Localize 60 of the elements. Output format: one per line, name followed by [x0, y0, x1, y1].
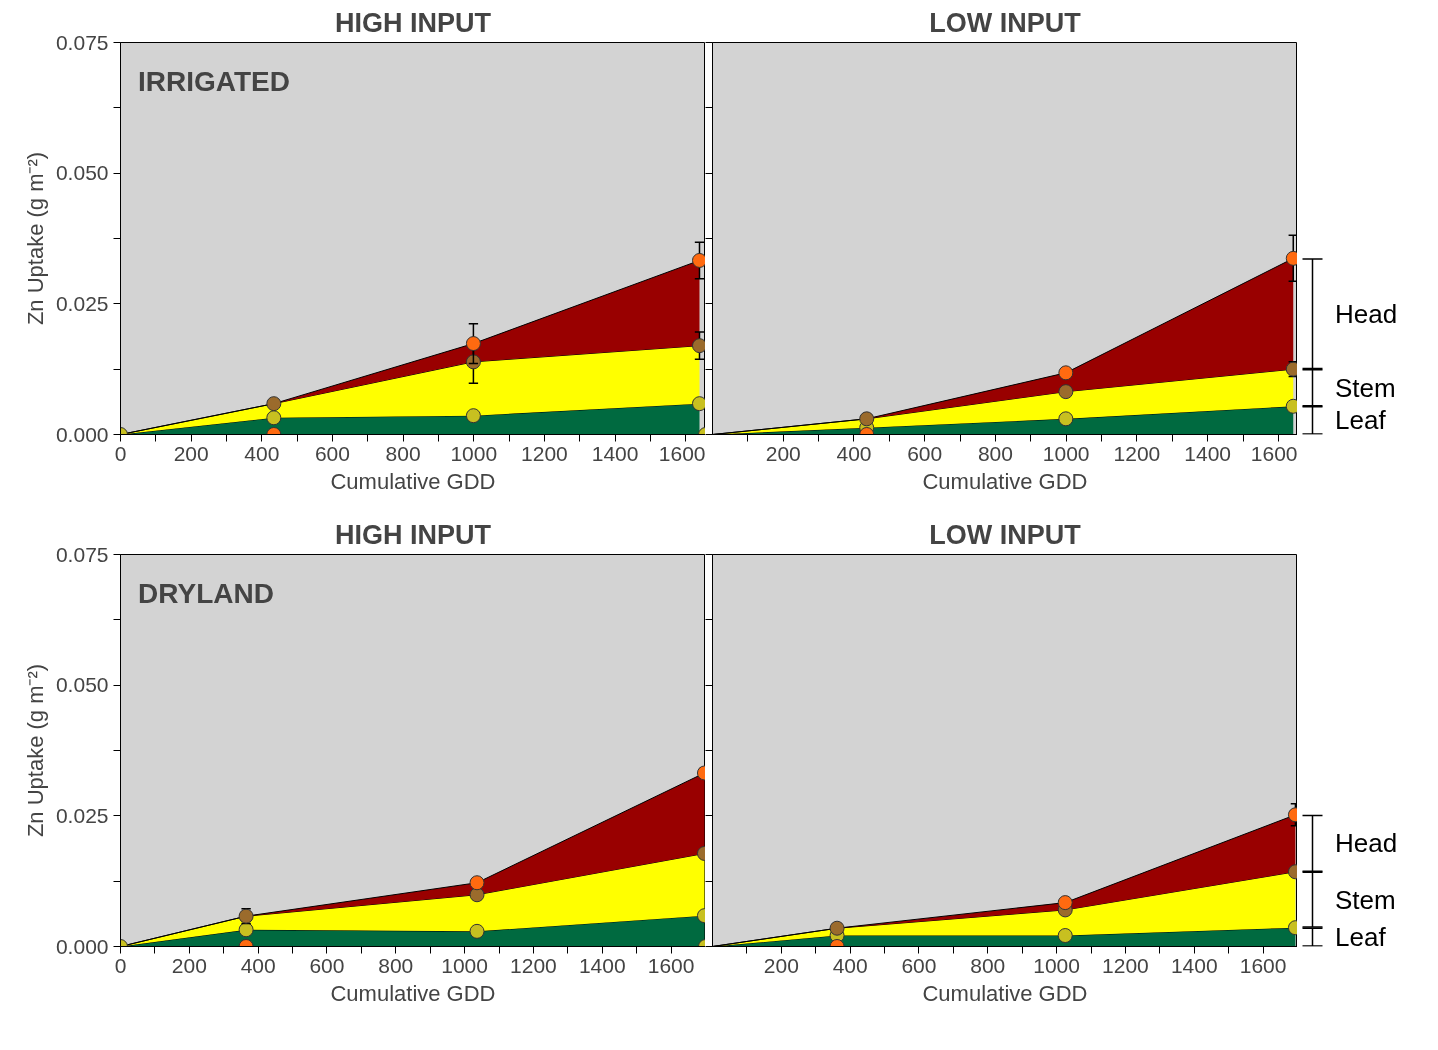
y-tick-label: 0.050	[55, 673, 109, 697]
x-tick-label: 200	[763, 953, 799, 977]
y-tick-label: 0.050	[55, 161, 109, 185]
annotation: DRYLAND	[138, 578, 274, 610]
y-axis-title: Zn Uptake (g m⁻²)	[22, 663, 48, 838]
y-tick-label: 0.075	[55, 542, 109, 566]
annotation: IRRIGATED	[138, 66, 290, 98]
x-axis-title: Cumulative GDD	[330, 980, 496, 1006]
x-tick-label: 600	[901, 953, 937, 977]
x-tick-label: 800	[378, 953, 414, 977]
x-tick-label: 1600	[1239, 953, 1287, 977]
y-tick-label: 0.025	[55, 803, 109, 827]
x-tick-label: 400	[244, 441, 280, 465]
series-label: Head	[1335, 298, 1398, 329]
y-tick-label: 0.025	[55, 291, 109, 315]
y-tick-label: 0.000	[55, 422, 109, 446]
x-tick-label: 0	[114, 953, 127, 977]
x-tick-label: 400	[836, 441, 872, 465]
x-tick-label: 1400	[578, 953, 626, 977]
y-tick-label: 0.075	[55, 30, 109, 54]
legend-label: Head	[1335, 828, 1398, 859]
x-tick-label: 1000	[450, 441, 498, 465]
x-tick-label: 1000	[441, 953, 488, 977]
x-tick-label: 1600	[658, 441, 706, 465]
x-axis-title: Cumulative GDD	[922, 468, 1088, 494]
legend-label: Stem	[1335, 884, 1396, 915]
x-tick-label: 1400	[591, 441, 639, 465]
legend-label: Stem	[1335, 372, 1396, 403]
x-tick-label: 400	[832, 953, 868, 977]
chart-title: LOW INPUT	[929, 519, 1082, 550]
x-tick-label: 1200	[1102, 953, 1149, 977]
chart-title: HIGH INPUT	[335, 7, 492, 38]
legend-label: Leaf	[1335, 922, 1387, 953]
x-tick-label: 1000	[1033, 953, 1080, 977]
x-tick-label: 400	[240, 953, 276, 977]
x-tick-label: 200	[171, 953, 207, 977]
x-tick-label: 800	[385, 441, 421, 465]
x-tick-label: 200	[173, 441, 209, 465]
x-tick-label: 1200	[521, 441, 568, 465]
chart-title: HIGH INPUT	[335, 519, 492, 550]
x-tick-label: 1000	[1042, 441, 1090, 465]
x-tick-label: 600	[314, 441, 350, 465]
x-tick-label: 200	[765, 441, 801, 465]
legend-label: Leaf	[1335, 405, 1387, 436]
x-tick-label: 1400	[1170, 953, 1218, 977]
x-axis-title: Cumulative GDD	[330, 468, 496, 494]
x-tick-label: 800	[977, 441, 1013, 465]
y-tick-label: 0.000	[55, 934, 109, 958]
x-tick-label: 1600	[1250, 441, 1298, 465]
x-tick-label: 600	[907, 441, 943, 465]
x-tick-label: 0	[114, 441, 127, 465]
x-axis-title: Cumulative GDD	[922, 980, 1088, 1006]
x-tick-label: 600	[309, 953, 345, 977]
x-tick-label: 1200	[1113, 441, 1161, 465]
x-tick-label: 1600	[647, 953, 695, 977]
x-tick-label: 1200	[510, 953, 557, 977]
chart-title: LOW INPUT	[929, 7, 1082, 38]
y-axis-title: Zn Uptake (g m⁻²)	[22, 151, 48, 326]
x-tick-label: 800	[970, 953, 1006, 977]
x-tick-label: 1400	[1184, 441, 1232, 465]
